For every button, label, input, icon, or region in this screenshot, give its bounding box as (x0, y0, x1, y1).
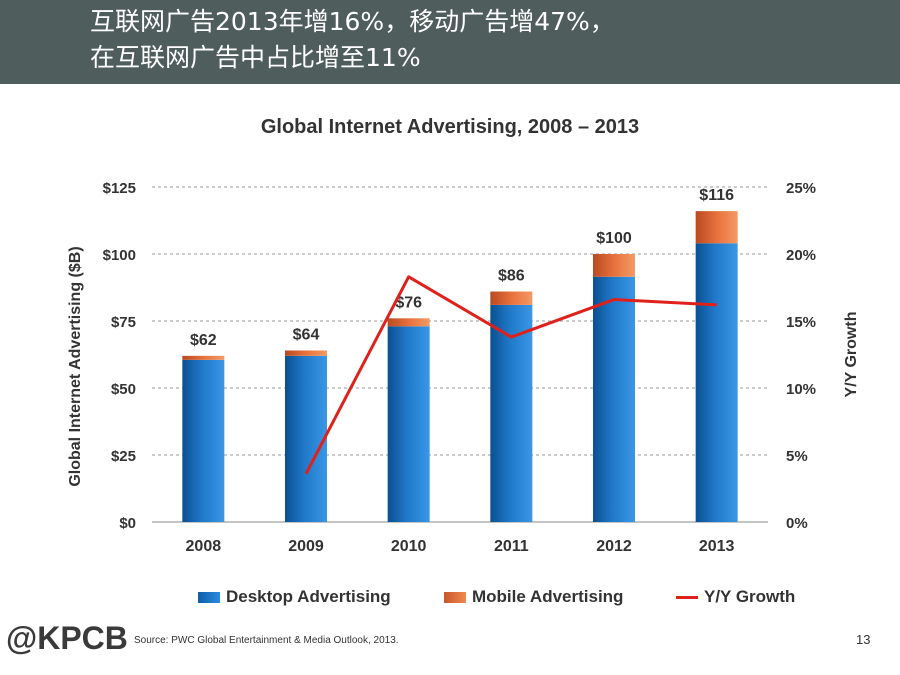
y-tick-label: $125 (103, 180, 136, 197)
bar-mobile (285, 350, 327, 356)
bar-desktop (387, 326, 430, 522)
x-tick-label: 2010 (391, 538, 427, 555)
y2-tick-label: 5% (786, 448, 808, 465)
bar-total-label: $76 (395, 294, 422, 311)
headline-line-1: 互联网广告2013年增16%，移动广告增47%， (90, 7, 615, 36)
y-tick-label: $75 (111, 314, 136, 331)
bar-mobile (490, 291, 533, 305)
bar-mobile (593, 254, 635, 277)
headline-line-2: 在互联网广告中占比增至11% (90, 43, 421, 72)
bar-mobile (695, 211, 738, 244)
legend-swatch-mobile (444, 592, 466, 603)
bar-mobile (387, 318, 430, 327)
x-tick-label: 2008 (186, 538, 222, 555)
title-banner: 互联网广告2013年增16%，移动广告增47%， 在互联网广告中占比增至11% (0, 0, 900, 84)
kpcb-logo: @KPCB (6, 620, 128, 656)
legend-label-mobile: Mobile Advertising (472, 587, 624, 606)
legend-line-growth (676, 596, 698, 599)
chart-title: Global Internet Advertising, 2008 – 2013 (260, 116, 640, 138)
page-number: 13 (856, 632, 871, 647)
bar-total-label: $62 (190, 332, 217, 349)
bar-desktop (182, 359, 225, 522)
bar-desktop (490, 304, 533, 522)
bar-total-label: $86 (498, 268, 525, 285)
y-tick-label: $100 (103, 247, 136, 264)
legend-label-desktop: Desktop Advertising (226, 587, 391, 606)
y-tick-label: $25 (111, 448, 136, 465)
x-tick-label: 2013 (699, 538, 735, 555)
bar-mobile (182, 355, 225, 360)
y-tick-label: $50 (111, 381, 136, 398)
bar-total-label: $116 (699, 187, 734, 204)
growth-line (304, 275, 717, 475)
y2-tick-label: 25% (786, 180, 816, 197)
y-axis-title: Global Internet Advertising ($B) (67, 246, 84, 486)
x-tick-label: 2011 (494, 538, 529, 555)
y2-tick-label: 10% (786, 381, 816, 398)
y2-tick-label: 15% (786, 314, 816, 331)
legend-swatch-desktop (198, 592, 220, 603)
chart-legend: Desktop Advertising Mobile Advertising Y… (0, 586, 900, 608)
legend-label-growth: Y/Y Growth (704, 587, 796, 606)
source-note: Source: PWC Global Entertainment & Media… (134, 635, 399, 646)
bar-total-label: $100 (596, 230, 632, 247)
y2-tick-label: 0% (786, 515, 808, 532)
bar-desktop (695, 243, 738, 522)
x-tick-label: 2009 (288, 538, 324, 555)
y2-tick-label: 20% (786, 247, 816, 264)
bar-desktop (593, 276, 635, 522)
x-tick-label: 2012 (596, 538, 632, 555)
bar-total-label: $64 (293, 326, 320, 343)
y-tick-label: $0 (119, 515, 136, 532)
bar-desktop (285, 355, 327, 522)
y2-axis-title: Y/Y Growth (843, 312, 860, 398)
